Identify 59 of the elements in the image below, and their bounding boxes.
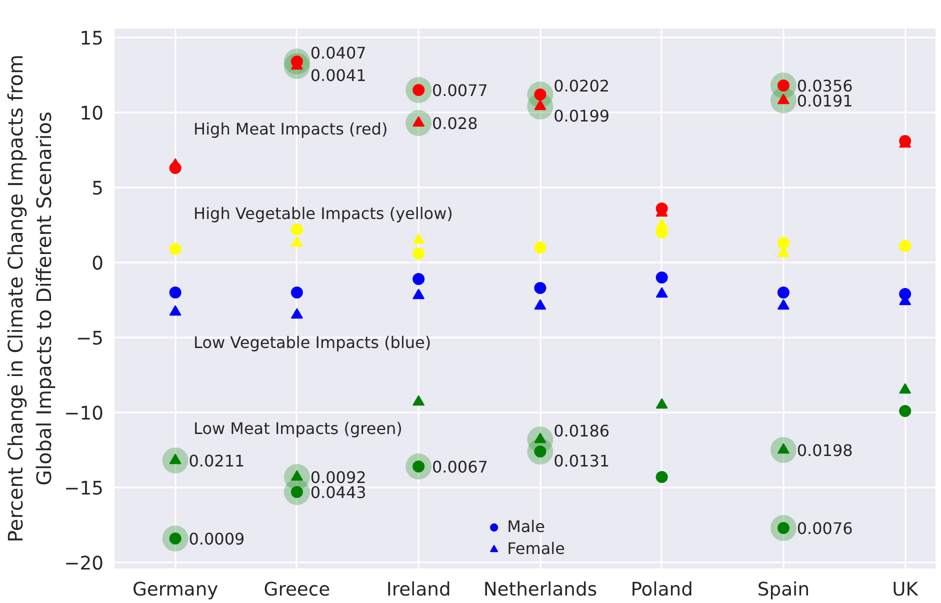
point (412, 395, 425, 406)
y-tick-label: −15 (64, 478, 104, 500)
legend-label: Male (507, 517, 545, 536)
annotation: 0.0076 (796, 519, 853, 538)
point (656, 398, 668, 409)
point (290, 286, 303, 298)
annotation: 0.0131 (554, 452, 610, 470)
annotation: 0.0041 (310, 66, 366, 85)
annotation: 0.0407 (310, 44, 366, 62)
x-tick-label: Netherlands (483, 580, 598, 600)
point (656, 272, 668, 284)
x-tick-label: UK (892, 580, 919, 600)
point (777, 299, 790, 310)
point (290, 308, 303, 319)
x-tick-label: Poland (630, 580, 693, 600)
y-tick-label: 0 (92, 254, 104, 274)
point (899, 383, 912, 394)
x-tick-label: Greece (264, 580, 330, 600)
annotation: 0.0202 (554, 76, 610, 96)
y-tick-label: −20 (64, 554, 104, 574)
legend-label: Female (507, 539, 565, 558)
y-tick-label: −5 (76, 328, 104, 350)
point (290, 236, 303, 247)
y-tick-label: 10 (80, 104, 104, 124)
point (777, 237, 790, 249)
point (412, 273, 425, 285)
annotation: 0.0009 (188, 530, 245, 548)
annotation: 0.0211 (188, 452, 245, 470)
point (534, 299, 546, 310)
point (534, 242, 546, 254)
point (656, 287, 668, 298)
annotation: 0.0077 (432, 81, 488, 100)
point (169, 286, 182, 298)
point (169, 305, 182, 316)
point (899, 240, 912, 252)
y-tick-label: 15 (80, 28, 104, 50)
annotation: High Vegetable Impacts (yellow) (194, 204, 453, 224)
x-tick-label: Spain (757, 580, 810, 600)
annotation: Low Vegetable Impacts (blue) (194, 332, 432, 352)
x-tick-label: Germany (132, 580, 218, 600)
annotation: High Meat Impacts (red) (194, 120, 388, 139)
annotation: 0.0199 (554, 106, 610, 126)
annotation: 0.0067 (432, 458, 488, 476)
annotation: Low Meat Impacts (green) (194, 418, 402, 438)
annotation: 0.0198 (796, 441, 853, 460)
x-tick-label: Ireland (386, 580, 451, 600)
annotation: 0.0186 (554, 422, 610, 440)
annotation: 0.028 (432, 114, 478, 133)
point (412, 288, 425, 300)
y-tick-label: −10 (64, 404, 104, 424)
point (777, 286, 790, 298)
point (412, 248, 425, 260)
point (412, 233, 425, 244)
point (290, 224, 303, 236)
point (169, 243, 182, 255)
point (169, 158, 182, 169)
y-tick-label: 5 (92, 178, 104, 200)
point (534, 282, 546, 294)
y-axis-title: Percent Change in Climate Change Impacts from Global Impacts to Different Scenarios (3, 54, 56, 542)
